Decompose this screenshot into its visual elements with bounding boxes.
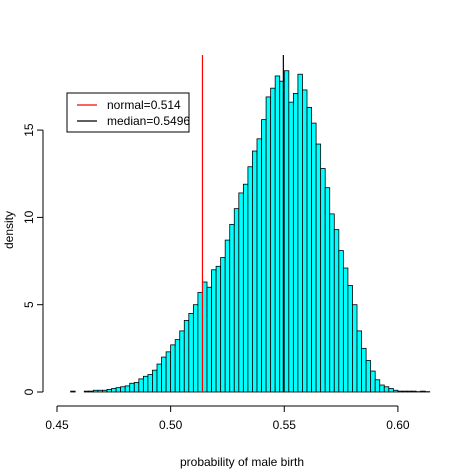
histogram-bar <box>129 382 135 393</box>
histogram-bar <box>347 285 353 393</box>
histogram-bar <box>361 347 367 393</box>
histogram-bar <box>270 87 276 393</box>
histogram-bar <box>152 369 158 393</box>
y-axis-title: density <box>2 211 16 249</box>
histogram-bar <box>211 269 217 393</box>
histogram-bar <box>374 379 381 393</box>
histogram-bar <box>170 344 176 393</box>
histogram-bar <box>165 351 172 393</box>
legend-label-normal: normal=0.514 <box>107 98 181 112</box>
histogram-bar <box>379 384 385 393</box>
legend-label-median: median=0.5496 <box>107 114 190 128</box>
histogram-bar <box>197 292 203 393</box>
histogram-bar <box>333 229 340 393</box>
histogram-bar <box>138 378 144 393</box>
histogram-bar <box>142 375 149 393</box>
histogram-bar <box>133 381 140 393</box>
y-axis: 0 5 10 15 <box>22 123 44 395</box>
histogram-bar <box>356 330 362 393</box>
histogram-bar <box>83 390 90 393</box>
histogram-bar <box>229 223 235 393</box>
histogram-bar <box>283 70 290 393</box>
x-axis: 0.45 0.50 0.55 0.60 <box>45 405 410 432</box>
histogram-bar <box>320 168 326 393</box>
histogram-bar <box>106 388 112 393</box>
histogram-bar <box>183 320 190 393</box>
histogram-bar <box>224 239 231 393</box>
x-tick-label: 0.50 <box>159 418 183 432</box>
x-axis-title: probability of male birth <box>180 455 304 469</box>
histogram-bars <box>70 70 431 393</box>
histogram-bar <box>120 386 126 393</box>
histogram-bar <box>220 257 226 393</box>
histogram-bar <box>111 388 117 393</box>
histogram-bar <box>70 390 76 393</box>
histogram-bar <box>402 390 408 393</box>
histogram-bar <box>238 192 244 393</box>
histogram-bar <box>292 93 299 393</box>
histogram-bar <box>338 250 344 393</box>
histogram-bar <box>206 286 212 393</box>
histogram-bar <box>329 213 335 393</box>
histogram-bar <box>352 304 358 393</box>
histogram-bar <box>252 150 258 393</box>
histogram-bar <box>274 75 281 393</box>
histogram-bar <box>147 374 153 393</box>
legend: normal=0.514 median=0.5496 <box>66 92 190 133</box>
histogram-bar <box>161 356 167 393</box>
histogram-bar <box>97 389 103 393</box>
x-tick-label: 0.55 <box>273 418 297 432</box>
histogram-bar <box>102 389 108 393</box>
histogram-bar <box>288 101 294 393</box>
histogram-bar <box>383 386 390 393</box>
histogram-bar <box>297 73 303 393</box>
histogram-bar <box>420 390 426 393</box>
histogram-bar <box>156 363 162 393</box>
y-tick-label: 0 <box>22 388 36 395</box>
histogram-bar <box>411 390 417 393</box>
y-tick-label: 15 <box>22 123 36 137</box>
histogram-bar <box>215 265 222 393</box>
histogram-bar <box>192 304 199 393</box>
histogram-bar <box>261 119 267 393</box>
histogram-bar <box>247 166 253 393</box>
histogram-bar <box>392 389 399 393</box>
histogram-bar <box>124 385 131 393</box>
histogram-bar <box>315 143 322 393</box>
y-tick-label: 10 <box>22 210 36 224</box>
legend-box <box>66 92 190 133</box>
histogram-bar <box>115 387 122 393</box>
histogram-bar <box>233 208 240 393</box>
histogram-bar <box>265 96 272 393</box>
histogram-bar <box>365 360 372 393</box>
histogram-bar <box>324 187 331 393</box>
histogram-bar <box>302 89 308 393</box>
histogram-bar <box>388 388 394 393</box>
histogram-bar <box>370 370 376 393</box>
histogram-bar <box>88 390 94 393</box>
histogram-bar <box>174 339 181 393</box>
histogram-bar <box>406 390 412 393</box>
histogram-bar <box>202 281 208 393</box>
histogram-bar <box>188 313 194 393</box>
histogram-bar <box>179 330 185 393</box>
histogram-bar <box>306 106 312 393</box>
histogram-bar <box>256 138 262 393</box>
x-tick-label: 0.60 <box>386 418 410 432</box>
reference-lines <box>201 55 284 392</box>
histogram-bar <box>311 122 317 393</box>
x-tick-label: 0.45 <box>45 418 69 432</box>
y-tick-label: 5 <box>22 301 36 308</box>
histogram-bar <box>242 183 249 393</box>
histogram-bar <box>342 267 349 393</box>
histogram-bar <box>92 389 99 393</box>
histogram-bar <box>397 390 403 393</box>
